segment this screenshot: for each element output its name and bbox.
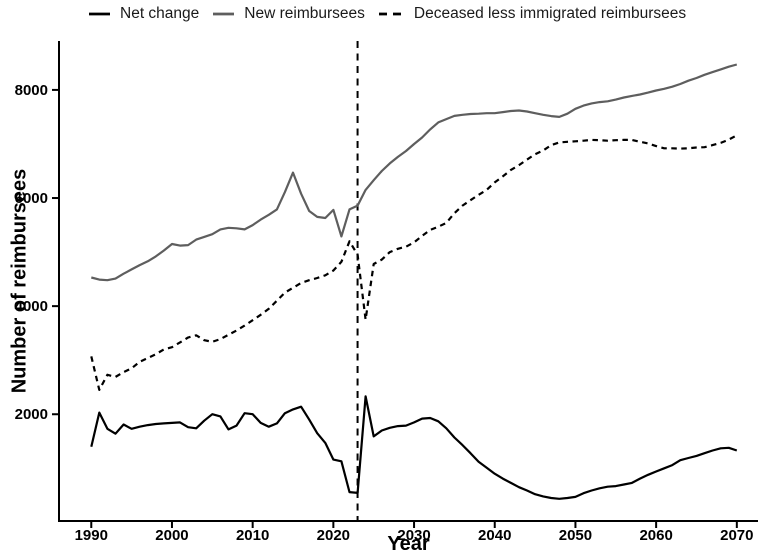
y-tick-label: 8000 — [15, 82, 48, 99]
legend-item-net-change: Net change — [88, 5, 199, 23]
x-tick-label: 1990 — [75, 527, 108, 544]
y-tick-label: 2000 — [15, 406, 48, 423]
x-tick-label: 2000 — [155, 527, 188, 544]
series-line-net-change — [90, 395, 738, 500]
x-tick-label: 2020 — [317, 527, 350, 544]
dashed-black-line-icon — [378, 12, 404, 16]
legend-label-net-change: Net change — [120, 5, 200, 22]
solid-gray-line-icon — [213, 12, 235, 16]
legend-label-deceased: Deceased less immigrated reimbursees — [413, 5, 687, 22]
legend-item-deceased: Deceased less immigrated reimbursees — [378, 5, 686, 23]
y-axis-title: Number of reimbursees — [8, 168, 31, 394]
x-axis-title: Year — [387, 533, 430, 555]
legend-item-new-reimbursees: New reimbursees — [212, 5, 365, 23]
x-tick-label: 2060 — [639, 527, 672, 544]
x-tick-label: 2010 — [236, 527, 269, 544]
legend: Net change New reimbursees Deceased less… — [88, 5, 772, 23]
x-tick-label: 2040 — [478, 527, 511, 544]
solid-black-line-icon — [89, 12, 110, 16]
legend-label-new-reimbursees: New reimbursees — [244, 5, 365, 22]
y-tick-label: 6000 — [15, 190, 48, 207]
y-tick-label: 4000 — [15, 298, 48, 315]
series-line-deceased-less-immigrated-reimbursees — [90, 134, 738, 391]
series-line-new-reimbursees — [91, 63, 738, 282]
x-tick-label: 2030 — [397, 527, 430, 544]
x-tick-label: 2070 — [720, 527, 753, 544]
x-tick-label: 2050 — [559, 527, 592, 544]
